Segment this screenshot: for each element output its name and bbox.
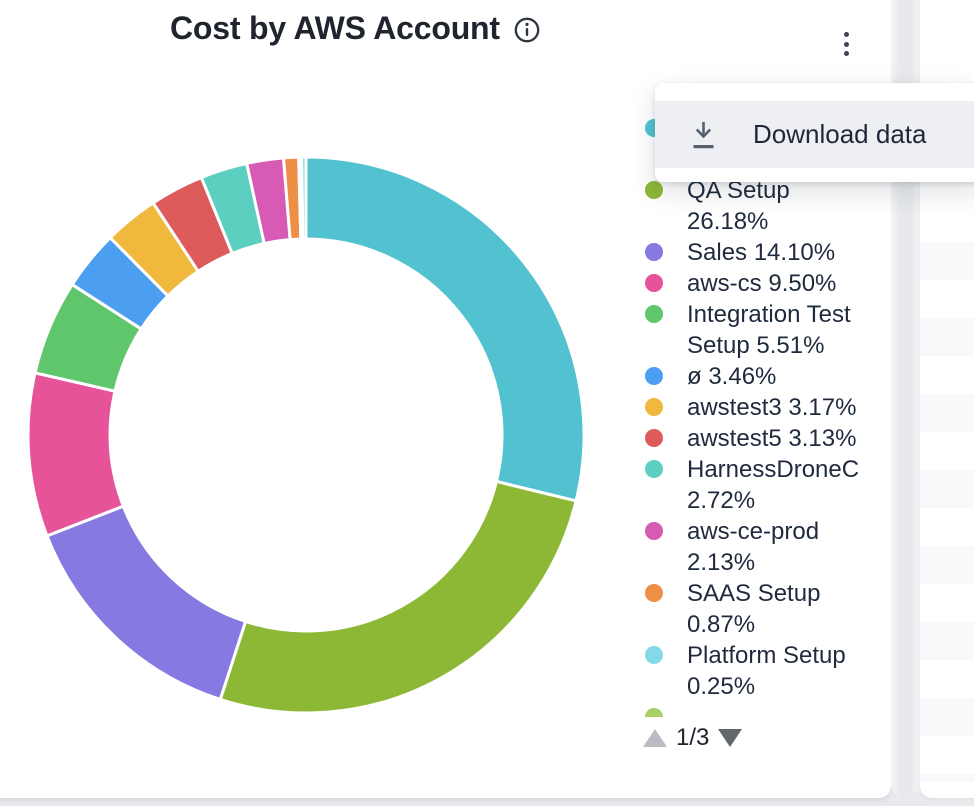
legend-item[interactable]: aws-cs 9.50% bbox=[645, 268, 861, 299]
legend-item-line: Integration Test bbox=[687, 301, 851, 328]
donut-slice[interactable] bbox=[26, 371, 126, 538]
legend-swatch bbox=[645, 584, 663, 602]
legend-swatch bbox=[645, 646, 663, 664]
donut-slice[interactable] bbox=[218, 479, 578, 715]
legend-item-label: QA Setup 26.18% bbox=[687, 175, 790, 237]
donut-slice[interactable] bbox=[300, 155, 308, 241]
legend-item-label: aws-ce-prod 2.13% bbox=[687, 516, 819, 578]
chart-legend: QA Setup 26.18% Sales 14.10% aws-cs 9.50% In… bbox=[645, 113, 861, 717]
legend-next-page-button[interactable] bbox=[718, 729, 743, 747]
legend-swatch bbox=[645, 708, 663, 717]
legend-swatch bbox=[645, 522, 663, 540]
legend-item[interactable]: HarnessDroneCI 2.72% bbox=[645, 454, 861, 516]
legend-item-label: ø 3.46% bbox=[687, 361, 776, 392]
legend-item-label bbox=[687, 702, 694, 717]
legend-item-line: ø 3.46% bbox=[687, 363, 777, 390]
legend-item-label: awstest3 3.17% bbox=[687, 392, 856, 423]
legend-item-label: Platform Setup 0.25% bbox=[687, 640, 846, 702]
legend-swatch bbox=[645, 243, 663, 261]
kebab-menu-button[interactable] bbox=[834, 22, 858, 66]
legend-swatch bbox=[645, 367, 663, 385]
donut-slice[interactable] bbox=[45, 504, 248, 702]
legend-item[interactable]: awstest3 3.17% bbox=[645, 392, 861, 423]
widget-title: Cost by AWS Account bbox=[170, 10, 500, 46]
legend-item-label: HarnessDroneCI 2.72% bbox=[687, 454, 861, 516]
legend-item-line: HarnessDroneCI bbox=[687, 456, 861, 483]
legend-item-line bbox=[687, 702, 694, 717]
widget-header: Cost by AWS Account bbox=[170, 8, 540, 48]
legend-swatch bbox=[645, 429, 663, 447]
legend-swatch bbox=[645, 398, 663, 416]
legend-item-label: aws-cs 9.50% bbox=[687, 268, 836, 299]
legend-item-label: Sales 14.10% bbox=[687, 237, 835, 268]
legend-item[interactable]: SAAS Setup 0.87% bbox=[645, 578, 861, 640]
legend-swatch bbox=[645, 305, 663, 323]
legend-item-line: 0.87% bbox=[687, 611, 756, 638]
kebab-dot bbox=[843, 41, 849, 47]
legend-prev-page-button[interactable] bbox=[643, 729, 667, 747]
legend-item[interactable] bbox=[645, 702, 861, 717]
adjacent-panel-rows bbox=[920, 204, 974, 782]
legend-item-line: 26.18% bbox=[687, 208, 769, 235]
download-data-menu-item[interactable]: Download data bbox=[655, 101, 974, 168]
legend-item-line: aws-ce-prod bbox=[687, 518, 820, 545]
legend-item-line: 2.72% bbox=[687, 487, 756, 514]
legend-item-label: SAAS Setup 0.87% bbox=[687, 578, 820, 640]
kebab-dot bbox=[843, 32, 849, 37]
legend-item-label: Integration Test Setup 5.51% bbox=[687, 299, 851, 361]
legend-item[interactable]: ø 3.46% bbox=[645, 361, 861, 392]
kebab-dot bbox=[843, 51, 849, 56]
legend-item[interactable]: aws-ce-prod 2.13% bbox=[645, 516, 861, 578]
legend-item[interactable]: Integration Test Setup 5.51% bbox=[645, 299, 861, 361]
legend-item-line: 0.25% bbox=[687, 673, 756, 700]
legend-page-indicator: 1/3 bbox=[676, 724, 710, 751]
legend-swatch bbox=[645, 274, 663, 292]
legend-item-line: Platform Setup bbox=[687, 642, 846, 669]
legend-item[interactable]: Platform Setup 0.25% bbox=[645, 640, 861, 702]
legend-swatch bbox=[645, 181, 663, 199]
legend-item-line: 2.13% bbox=[687, 549, 756, 576]
legend-item-line: awstest3 3.17% bbox=[687, 394, 857, 421]
legend-item-line: aws-cs 9.50% bbox=[687, 270, 837, 297]
legend-pagination: 1/3 bbox=[643, 724, 743, 752]
widget-options-menu: Download data bbox=[655, 83, 974, 182]
download-data-label: Download data bbox=[753, 119, 927, 149]
legend-item[interactable]: awstest5 3.13% bbox=[645, 423, 861, 454]
info-icon[interactable] bbox=[514, 17, 540, 43]
legend-item[interactable]: Sales 14.10% bbox=[645, 237, 861, 268]
download-icon bbox=[693, 121, 714, 148]
legend-item-line: Sales 14.10% bbox=[687, 239, 836, 266]
legend-item-line: SAAS Setup bbox=[687, 580, 821, 607]
donut-chart bbox=[20, 149, 592, 721]
legend-swatch bbox=[645, 460, 663, 478]
legend-item[interactable]: QA Setup 26.18% bbox=[645, 175, 861, 237]
donut-slice[interactable] bbox=[304, 155, 586, 503]
legend-item-line: Setup 5.51% bbox=[687, 332, 825, 359]
legend-item-label: awstest5 3.13% bbox=[687, 423, 856, 454]
legend-item-line: awstest5 3.13% bbox=[687, 425, 857, 452]
